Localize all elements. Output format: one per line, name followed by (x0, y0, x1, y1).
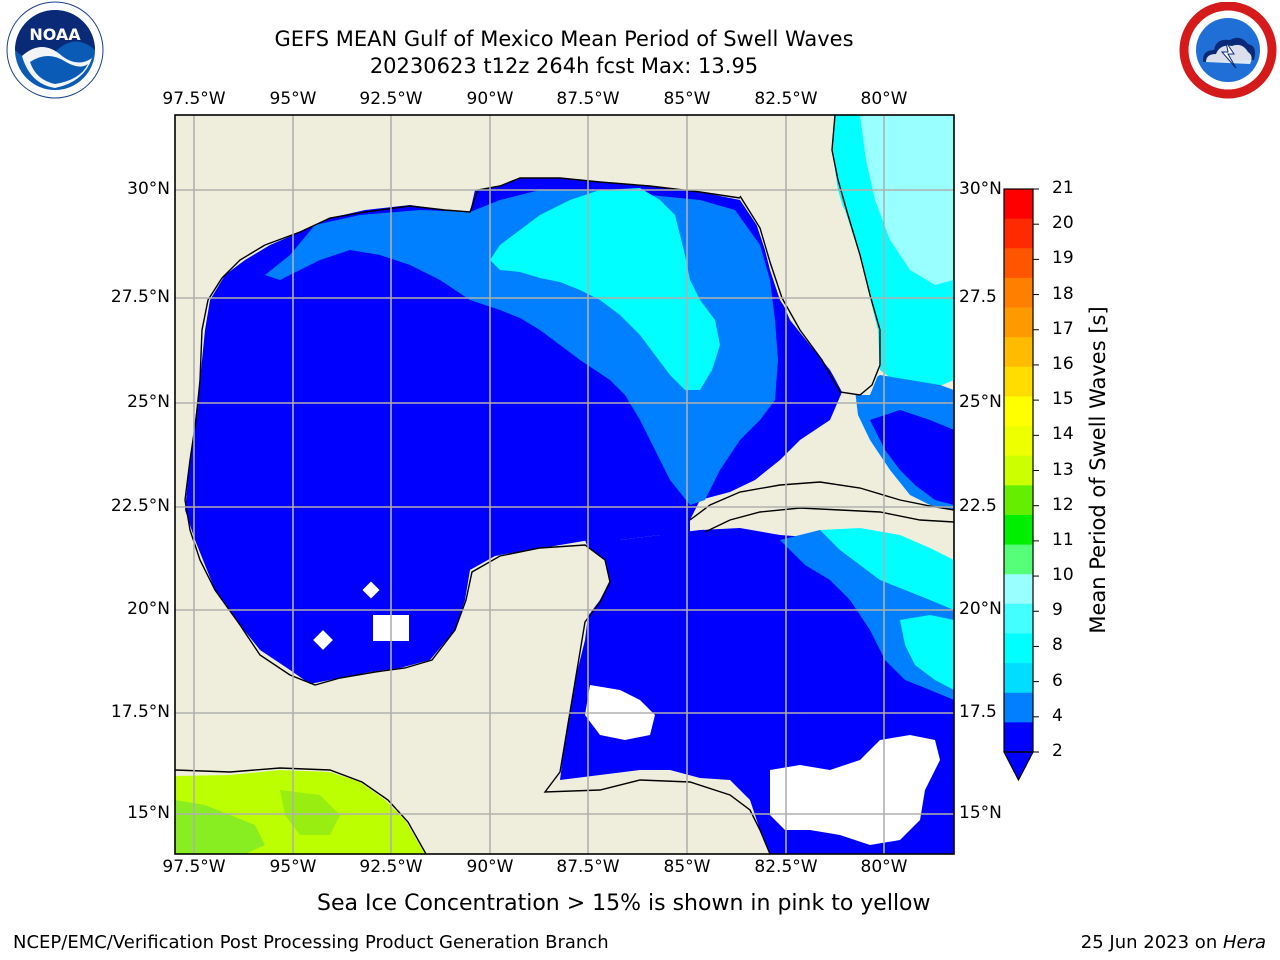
colorbar-swatch (1004, 396, 1033, 427)
colorbar-tick-label: 16 (1052, 353, 1074, 374)
lat-label-left: 17.5°N (110, 702, 170, 722)
colorbar-tick-label: 4 (1052, 705, 1063, 726)
footer-date: 25 Jun 2023 on Hera (1081, 932, 1266, 953)
cuba-land (690, 482, 954, 530)
caribbean-swell-light2 (900, 615, 954, 690)
lon-label-top: 87.5°W (556, 89, 620, 109)
colorbar-tick-label: 19 (1052, 248, 1074, 269)
colorbar-tick-label: 13 (1052, 459, 1074, 480)
colorbar-swatch (1004, 307, 1033, 338)
colorbar-swatch (1004, 366, 1033, 397)
colorbar-swatch (1004, 485, 1033, 516)
lon-label-bottom: 92.5°W (359, 857, 423, 877)
caribbean-gap-white2 (770, 735, 940, 845)
colorbar-swatch (1004, 603, 1033, 634)
lon-label-bottom: 80°W (860, 857, 908, 877)
colorbar-tick-label: 21 (1052, 178, 1074, 198)
caribbean-swell-light (820, 528, 954, 610)
noaa-logo: NOAA (5, 0, 105, 100)
bahamas-swell-deep (870, 410, 954, 505)
footer-branch: NCEP/EMC/Verification Post Processing Pr… (13, 932, 609, 953)
colorbar-swatch (1004, 248, 1033, 279)
colorbar-swatch (1004, 189, 1033, 220)
colorbar-tick-label: 20 (1052, 213, 1074, 234)
colorbar-tick-label: 18 (1052, 283, 1074, 304)
colorbar-swatch (1004, 633, 1033, 664)
colorbar-swatch (1004, 218, 1033, 249)
gulf-gap-white3 (362, 581, 380, 599)
footer-machine: Hera (1222, 932, 1266, 953)
colorbar-tick-label: 10 (1052, 565, 1074, 586)
lat-label-left: 30°N (127, 179, 170, 199)
colorbar-swatch (1004, 337, 1033, 368)
lat-label-right: 27.5 (959, 287, 997, 307)
colorbar (1003, 188, 1039, 782)
lon-label-bottom: 95°W (269, 857, 317, 877)
lat-label-right: 20°N (959, 599, 1002, 619)
colorbar-swatch (1004, 692, 1033, 723)
lat-label-right: 30°N (959, 179, 1002, 199)
gulf-gap-white2 (313, 630, 333, 650)
lat-label-right: 15°N (959, 803, 1002, 823)
colorbar-tick-label: 15 (1052, 389, 1074, 410)
map-subtitle: 20230623 t12z 264h fcst Max: 13.95 (369, 54, 759, 78)
pacific-swell-g2 (280, 790, 340, 835)
lon-label-top: 82.5°W (754, 89, 818, 109)
gulf-swell-light (490, 188, 720, 390)
florida-land (740, 185, 880, 395)
lon-label-top: 97.5°W (162, 89, 226, 109)
map-title: GEFS MEAN Gulf of Mexico Mean Period of … (274, 27, 854, 51)
lon-label-top: 90°W (466, 89, 514, 109)
colorbar-swatch (1004, 722, 1033, 753)
colorbar-swatch (1004, 455, 1033, 486)
lat-label-right: 25°N (959, 392, 1002, 412)
lon-label-bottom: 97.5°W (162, 857, 226, 877)
sea-ice-note: Sea Ice Concentration > 15% is shown in … (317, 891, 931, 916)
colorbar-tick-label: 12 (1052, 494, 1074, 515)
lon-label-bottom: 82.5°W (754, 857, 818, 877)
colorbar-tick-label: 6 (1052, 670, 1063, 691)
colorbar-tick-label: 17 (1052, 318, 1074, 339)
colorbar-swatch (1004, 544, 1033, 575)
lat-label-left: 20°N (127, 599, 170, 619)
lon-label-bottom: 85°W (663, 857, 711, 877)
colorbar-swatch (1004, 514, 1033, 546)
colorbar-tick-label: 2 (1052, 741, 1063, 761)
noaa-logo-text: NOAA (29, 25, 81, 44)
lat-label-left: 27.5°N (110, 287, 170, 307)
lon-label-top: 95°W (269, 89, 317, 109)
lon-label-bottom: 90°W (466, 857, 514, 877)
colorbar-tick-label: 8 (1052, 635, 1063, 656)
colorbar-tick-label: 9 (1052, 600, 1063, 621)
map-frame (174, 114, 955, 855)
colorbar-tick-label: 11 (1052, 529, 1074, 550)
lat-label-left: 22.5°N (110, 496, 170, 516)
lat-label-right: 22.5 (959, 496, 997, 516)
lat-label-right: 17.5 (959, 702, 997, 722)
colorbar-swatch (1004, 277, 1033, 309)
lon-label-top: 80°W (860, 89, 908, 109)
colorbar-swatch (1004, 574, 1033, 605)
lon-label-top: 92.5°W (359, 89, 423, 109)
lon-label-bottom: 87.5°W (556, 857, 620, 877)
colorbar-tick-label: 14 (1052, 424, 1074, 445)
colorbar-swatch (1004, 426, 1033, 457)
lat-label-left: 25°N (127, 392, 170, 412)
colorbar-title: Mean Period of Swell Waves [s] (1086, 306, 1110, 634)
nws-logo (1179, 2, 1277, 99)
lon-label-top: 85°W (663, 89, 711, 109)
colorbar-extend-arrow (1003, 751, 1034, 782)
footer-date-text: 25 Jun 2023 on (1080, 932, 1223, 953)
yucatan-land (455, 545, 610, 800)
colorbar-swatch (1004, 663, 1033, 694)
lat-label-left: 15°N (127, 803, 170, 823)
